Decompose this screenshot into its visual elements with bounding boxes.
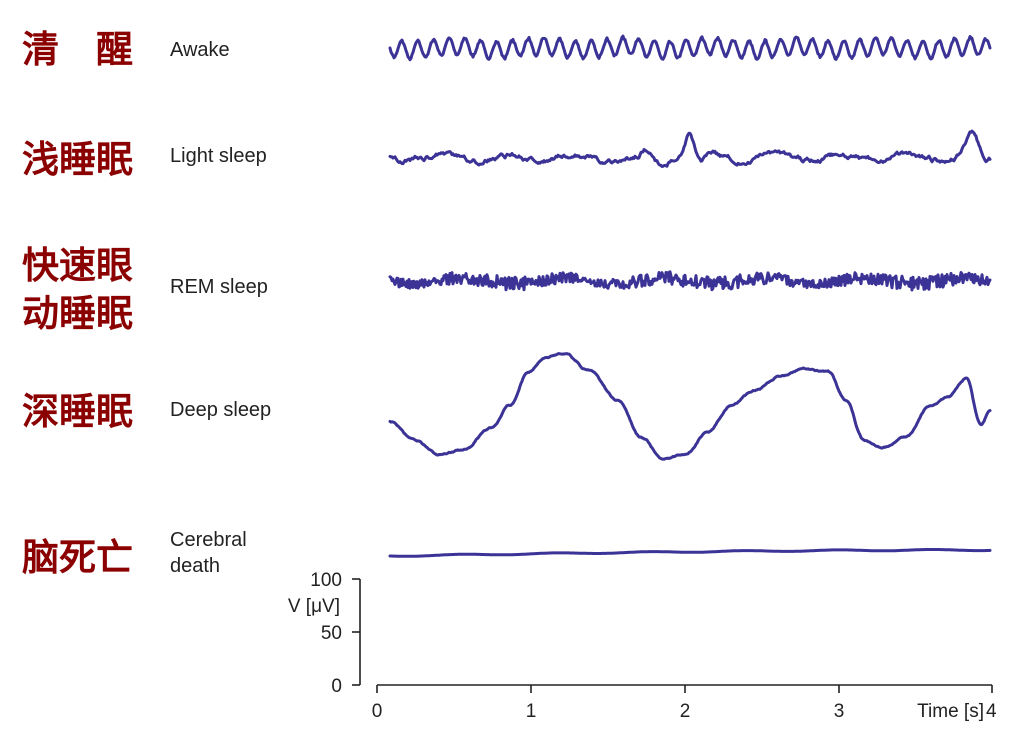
time-tick-label-2: 2 [680,701,691,722]
row-rem: 快速眼 动睡眠 REM sleep [22,243,992,335]
rem-sleep-label-zh-line1: 快速眼 [22,243,133,287]
cerebral-death-label-zh: 脑死亡 [22,535,133,579]
row-deep: 深睡眠 Deep sleep [22,352,992,461]
voltage-tick-label-100: 100 [310,570,342,591]
rem-sleep-label-en: REM sleep [170,276,268,298]
voltage-axis-label: V [μV] [288,596,340,617]
rem-sleep-label-zh-line2: 动睡眠 [22,291,133,335]
time-axis-label: Time [s] [917,701,984,722]
time-tick-label-4: 4 [986,701,997,722]
voltage-tick-label-50: 50 [321,623,342,644]
row-death: 脑死亡 Cerebral death [22,529,992,579]
row-awake: 清 醒 Awake [22,27,992,71]
row-light: 浅睡眠 Light sleep [22,129,992,181]
awake-label-en: Awake [170,39,230,61]
time-tick-label-0: 0 [372,701,383,722]
awake-label-zh: 清 醒 [22,27,133,71]
time-tick-label-3: 3 [834,701,845,722]
light-sleep-waveform [388,129,992,168]
light-sleep-label-en: Light sleep [170,145,267,167]
deep-sleep-label-en: Deep sleep [170,399,271,421]
rem-sleep-waveform [388,270,992,292]
cerebral-death-label-en-line1: Cerebral [170,529,247,551]
cerebral-death-waveform [388,548,992,558]
voltage-tick-label-0: 0 [331,676,342,697]
deep-sleep-label-zh: 深睡眠 [22,389,133,433]
light-sleep-label-zh: 浅睡眠 [22,137,133,181]
deep-sleep-waveform [388,352,992,461]
time-tick-label-1: 1 [526,701,537,722]
awake-waveform [388,34,992,62]
voltage-scale: 100 V [μV] 50 0 [288,570,361,697]
cerebral-death-label-en-line2: death [170,555,220,577]
time-axis: 0 1 2 3 Time [s] 4 [372,684,997,722]
